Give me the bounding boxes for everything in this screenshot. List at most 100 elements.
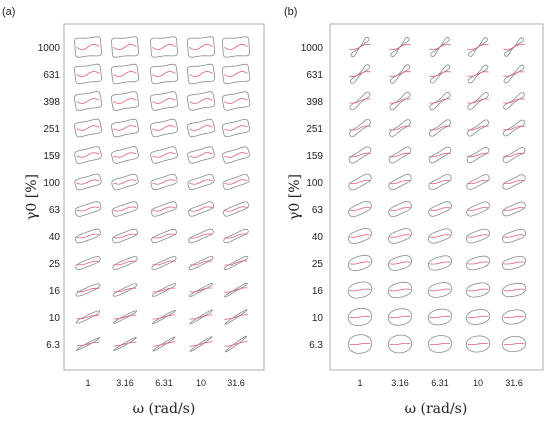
stress-curve	[224, 206, 248, 212]
elastic-loop	[223, 228, 249, 244]
lissajous-cell	[150, 36, 178, 58]
stress-curve	[349, 152, 371, 158]
stress-curve	[389, 98, 411, 104]
stress-curve	[189, 152, 213, 158]
elastic-loop	[221, 91, 251, 111]
lissajous-cell	[74, 36, 102, 58]
elastic-loop	[501, 255, 527, 271]
stress-curve	[224, 179, 248, 185]
stress-curve	[467, 98, 489, 104]
y-tick-label: 631	[306, 70, 323, 81]
elastic-loop	[74, 63, 102, 85]
lissajous-cell	[150, 173, 178, 191]
elastic-loop	[186, 63, 216, 85]
elastic-loop	[348, 200, 372, 218]
lissajous-cell	[221, 118, 251, 138]
stress-curve	[349, 43, 371, 51]
stress-curve	[224, 233, 248, 239]
lissajous-cell	[188, 255, 214, 270]
lissajous-cell	[349, 91, 371, 111]
elastic-loop	[74, 201, 102, 217]
x-tick-label: 6.31	[155, 378, 173, 388]
elastic-loop	[152, 310, 176, 324]
panel-b-label: (b)	[284, 6, 297, 18]
lissajous-cell	[389, 64, 411, 84]
lissajous-cell	[428, 201, 452, 217]
lissajous-cell	[389, 91, 411, 111]
lissajous-cell	[76, 337, 100, 351]
elastic-loop	[387, 308, 413, 326]
lissajous-cell	[150, 201, 178, 217]
stress-curve	[389, 207, 411, 211]
lissajous-cell	[427, 255, 453, 271]
stress-curve	[152, 43, 176, 51]
stress-curve	[389, 343, 411, 345]
lissajous-cell	[150, 146, 178, 164]
elastic-loop	[221, 63, 251, 85]
stress-curve	[503, 71, 525, 77]
lissajous-cell	[427, 282, 453, 298]
stress-curve	[113, 233, 137, 239]
lissajous-cell	[467, 64, 489, 84]
stress-curve	[467, 207, 489, 211]
lissajous-cell	[222, 146, 250, 164]
lissajous-cell	[347, 254, 373, 272]
lissajous-cell	[75, 310, 101, 324]
stress-curve	[113, 43, 137, 51]
stress-curve	[389, 180, 411, 184]
stress-curve	[152, 341, 176, 347]
lissajous-cell	[349, 36, 371, 58]
elastic-loop	[150, 146, 178, 164]
elastic-loop	[347, 334, 373, 354]
stress-curve	[467, 180, 489, 184]
elastic-loop	[189, 283, 213, 297]
elastic-loop	[112, 283, 138, 297]
stress-curve	[503, 152, 525, 158]
y-tick-label: 16	[49, 286, 61, 297]
elastic-loop	[428, 201, 452, 217]
lissajous-cell	[110, 118, 140, 138]
elastic-loop	[387, 334, 413, 354]
x-tick-label: 10	[473, 378, 483, 388]
x-tick-label: 31.6	[227, 378, 245, 388]
lissajous-cell	[349, 64, 371, 84]
lissajous-cell	[347, 308, 373, 326]
lissajous-cell	[111, 36, 139, 58]
lissajous-cell	[429, 91, 451, 111]
elastic-loop	[465, 309, 491, 325]
stress-curve	[152, 260, 176, 266]
elastic-loop	[428, 174, 452, 190]
elastic-loop	[427, 335, 453, 353]
stress-curve	[76, 43, 100, 51]
elastic-loop	[466, 146, 490, 164]
elastic-loop	[348, 146, 372, 164]
lissajous-cell	[111, 146, 139, 164]
svg-text:γ0 [%]: γ0 [%]	[24, 174, 40, 220]
elastic-loop	[349, 119, 371, 137]
lissajous-cell	[189, 283, 213, 297]
stress-curve	[189, 43, 213, 51]
stress-curve	[152, 98, 176, 104]
lissajous-cell	[467, 119, 489, 137]
stress-curve	[224, 287, 248, 293]
stress-curve	[113, 206, 137, 212]
lissajous-cell	[187, 36, 215, 58]
lissajous-cell	[223, 228, 249, 244]
elastic-loop	[387, 281, 413, 299]
stress-curve	[349, 180, 371, 184]
x-tick-label: 10	[196, 378, 206, 388]
lissajous-cell	[503, 37, 525, 57]
elastic-loop	[467, 64, 489, 84]
y-tick-label: 16	[312, 286, 324, 297]
stress-curve	[152, 206, 176, 212]
lissajous-cell	[427, 228, 453, 244]
elastic-loop	[466, 174, 490, 190]
lissajous-cell	[221, 63, 251, 85]
elastic-loop	[388, 146, 412, 164]
elastic-loop	[111, 63, 139, 85]
lissajous-cell	[224, 309, 248, 325]
y-tick-label: 10	[312, 313, 324, 324]
elastic-loop	[429, 119, 451, 137]
elastic-loop	[224, 282, 248, 298]
lissajous-cell	[111, 201, 139, 217]
